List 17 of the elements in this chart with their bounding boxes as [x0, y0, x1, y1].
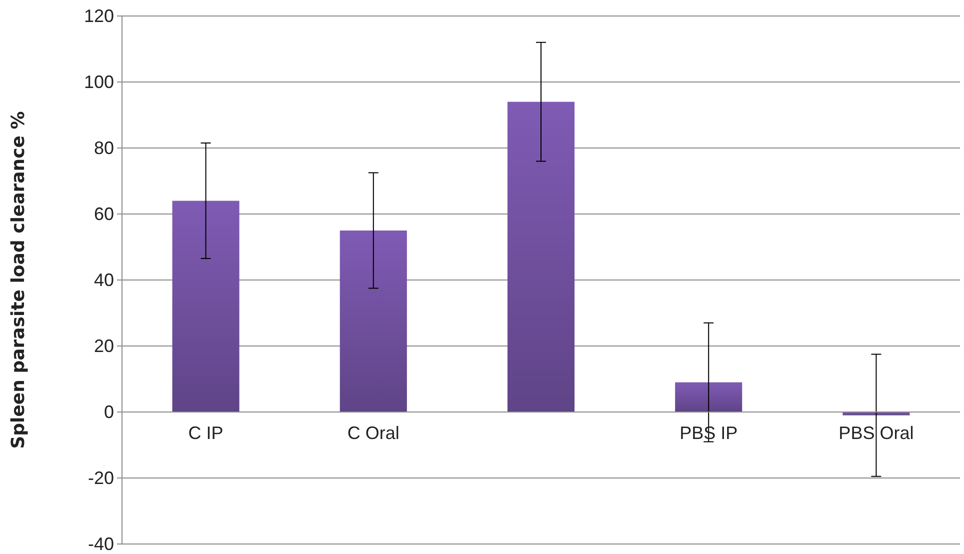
y-axis-title: Spleen parasite load clearance %: [8, 111, 29, 449]
x-tick-label: PBS Oral: [838, 422, 914, 443]
y-tick-label: -40: [88, 534, 114, 554]
bar: [675, 382, 742, 412]
y-tick-label: -20: [88, 468, 114, 488]
bar: [340, 230, 407, 412]
y-tick-label: 100: [84, 72, 114, 92]
x-tick-label: C Oral: [347, 422, 400, 443]
y-tick-label: 80: [94, 138, 114, 158]
y-tick-label: 40: [94, 270, 114, 290]
bar: [172, 200, 240, 412]
y-tick-label: 20: [94, 336, 114, 356]
bar: [507, 102, 575, 412]
y-tick-label: 120: [84, 6, 114, 26]
y-tick-label: 0: [104, 402, 114, 422]
x-tick-label: C IP: [188, 422, 224, 443]
y-tick-label: 60: [94, 204, 114, 224]
